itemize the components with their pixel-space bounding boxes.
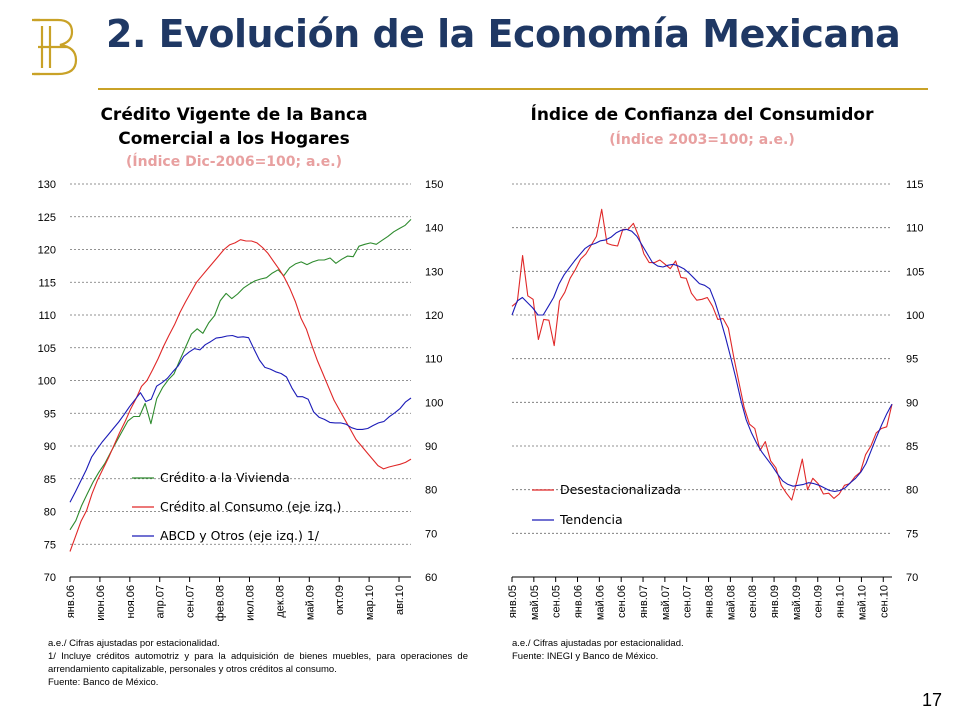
x-tick-label: май.10 xyxy=(856,585,868,620)
y-tick-label-right: 70 xyxy=(425,528,437,540)
chart2-title: Índice de Confianza del Consumidor xyxy=(531,103,875,125)
y-tick-label-left: 70 xyxy=(44,572,56,584)
x-tick-label: сен.05 xyxy=(551,585,563,618)
title-rule xyxy=(98,88,928,90)
x-tick-label: янв.05 xyxy=(507,585,519,618)
footnotes-left: a.e./ Cifras ajustadas por estacionalida… xyxy=(48,637,468,689)
footnotes-right: a.e./ Cifras ajustadas por estacionalida… xyxy=(512,637,892,663)
page-title: 2. Evolución de la Economía Mexicana xyxy=(106,12,901,56)
x-tick-label: май.09 xyxy=(791,585,803,620)
series-line-desestacionalizada xyxy=(511,208,893,501)
x-tick-label: янв.06 xyxy=(573,585,585,618)
x-tick-label: мар.10 xyxy=(364,585,376,620)
y-tick-label-right: 90 xyxy=(906,397,918,409)
chart-confianza-consumidor: Índice de Confianza del Consumidor (Índi… xyxy=(507,103,924,620)
y-tick-label-left: 105 xyxy=(38,343,56,355)
x-tick-label: сен.06 xyxy=(616,585,628,618)
x-tick-label: окт.09 xyxy=(334,585,346,615)
x-tick-label: май.07 xyxy=(660,585,672,620)
legend-label: Desestacionalizada xyxy=(560,482,681,497)
x-tick-label: янв.07 xyxy=(638,585,650,618)
y-tick-label-left: 80 xyxy=(44,507,56,519)
y-tick-label-left: 120 xyxy=(38,245,56,257)
chart1-title-line2: Comercial a los Hogares xyxy=(118,129,349,149)
y-tick-label-right: 140 xyxy=(425,223,443,235)
y-tick-label-left: 75 xyxy=(44,539,56,551)
series-line-tendencia xyxy=(511,228,893,492)
x-tick-label: сен.07 xyxy=(185,585,197,618)
x-tick-label: май.06 xyxy=(594,585,606,620)
y-tick-label-right: 150 xyxy=(425,179,443,191)
y-tick-label-left: 130 xyxy=(38,179,56,191)
y-tick-label-left: 85 xyxy=(44,474,56,486)
series-line-crédito xyxy=(69,239,412,552)
y-tick-label-right: 105 xyxy=(906,266,924,278)
banxico-logo-icon: BM xyxy=(32,18,78,76)
y-tick-label-right: 60 xyxy=(425,572,437,584)
y-tick-label-right: 85 xyxy=(906,441,918,453)
chart-credito-vigente: Crédito Vigente de la Banca Comercial a … xyxy=(38,105,444,621)
x-tick-label: май.05 xyxy=(529,585,541,620)
x-tick-label: июн.06 xyxy=(95,585,107,621)
x-tick-label: апр.07 xyxy=(155,585,167,618)
y-tick-label-right: 110 xyxy=(906,223,924,235)
x-tick-label: янв.10 xyxy=(835,585,847,618)
x-tick-label: май.09 xyxy=(304,585,316,620)
y-tick-label-left: 125 xyxy=(38,212,56,224)
footnote-ae: a.e./ Cifras ajustadas por estacionalida… xyxy=(48,638,220,649)
footnote-source: Fuente: Banco de México. xyxy=(48,677,159,688)
legend-label: ABCD y Otros (eje izq.) 1/ xyxy=(160,528,320,543)
y-tick-label-left: 100 xyxy=(38,376,56,388)
footnote-1: 1/ Incluye créditos automotriz y para la… xyxy=(48,651,468,675)
legend-label: Crédito a la Vivienda xyxy=(160,470,290,485)
y-tick-label-right: 110 xyxy=(425,354,443,366)
y-tick-label-right: 80 xyxy=(906,485,918,497)
y-tick-label-left: 95 xyxy=(44,408,56,420)
x-tick-label: авг.10 xyxy=(394,585,406,615)
y-tick-label-right: 80 xyxy=(425,485,437,497)
y-tick-label-right: 120 xyxy=(425,310,443,322)
x-tick-label: сен.09 xyxy=(813,585,825,618)
y-tick-label-right: 75 xyxy=(906,528,918,540)
x-tick-label: ноя.06 xyxy=(125,585,137,618)
x-tick-label: сен.07 xyxy=(682,585,694,618)
y-tick-label-right: 100 xyxy=(425,397,443,409)
page-number: 17 xyxy=(921,690,942,710)
x-tick-label: янв.06 xyxy=(65,585,77,618)
chart2-subtitle: (Índice 2003=100; a.e.) xyxy=(609,131,794,148)
x-tick-label: янв.09 xyxy=(769,585,781,618)
y-tick-label-right: 70 xyxy=(906,572,918,584)
y-tick-label-left: 90 xyxy=(44,441,56,453)
footnote-source: Fuente: INEGI y Banco de México. xyxy=(512,651,659,662)
y-tick-label-right: 115 xyxy=(906,179,924,191)
y-tick-label-right: 100 xyxy=(906,310,924,322)
x-tick-label: сен.10 xyxy=(878,585,890,618)
series-line-abcd xyxy=(69,334,412,503)
x-tick-label: фев.08 xyxy=(215,585,227,621)
x-tick-label: май.08 xyxy=(725,585,737,620)
y-tick-label-right: 95 xyxy=(906,354,918,366)
footnote-ae: a.e./ Cifras ajustadas por estacionalida… xyxy=(512,638,684,649)
y-tick-label-left: 115 xyxy=(38,277,56,289)
x-tick-label: сен.08 xyxy=(747,585,759,618)
series-line-crédito xyxy=(69,219,412,531)
legend-label: Tendencia xyxy=(559,512,623,527)
legend-label: Crédito al Consumo (eje izq.) xyxy=(160,499,341,514)
y-tick-label-right: 130 xyxy=(425,266,443,278)
y-tick-label-right: 90 xyxy=(425,441,437,453)
chart1-subtitle: (Índice Dic-2006=100; a.e.) xyxy=(126,153,342,170)
x-tick-label: дек.08 xyxy=(274,585,286,618)
chart1-title: Crédito Vigente de la Banca xyxy=(100,105,367,125)
y-tick-label-left: 110 xyxy=(38,310,56,322)
x-tick-label: янв.08 xyxy=(704,585,716,618)
x-tick-label: июл.08 xyxy=(244,585,256,621)
